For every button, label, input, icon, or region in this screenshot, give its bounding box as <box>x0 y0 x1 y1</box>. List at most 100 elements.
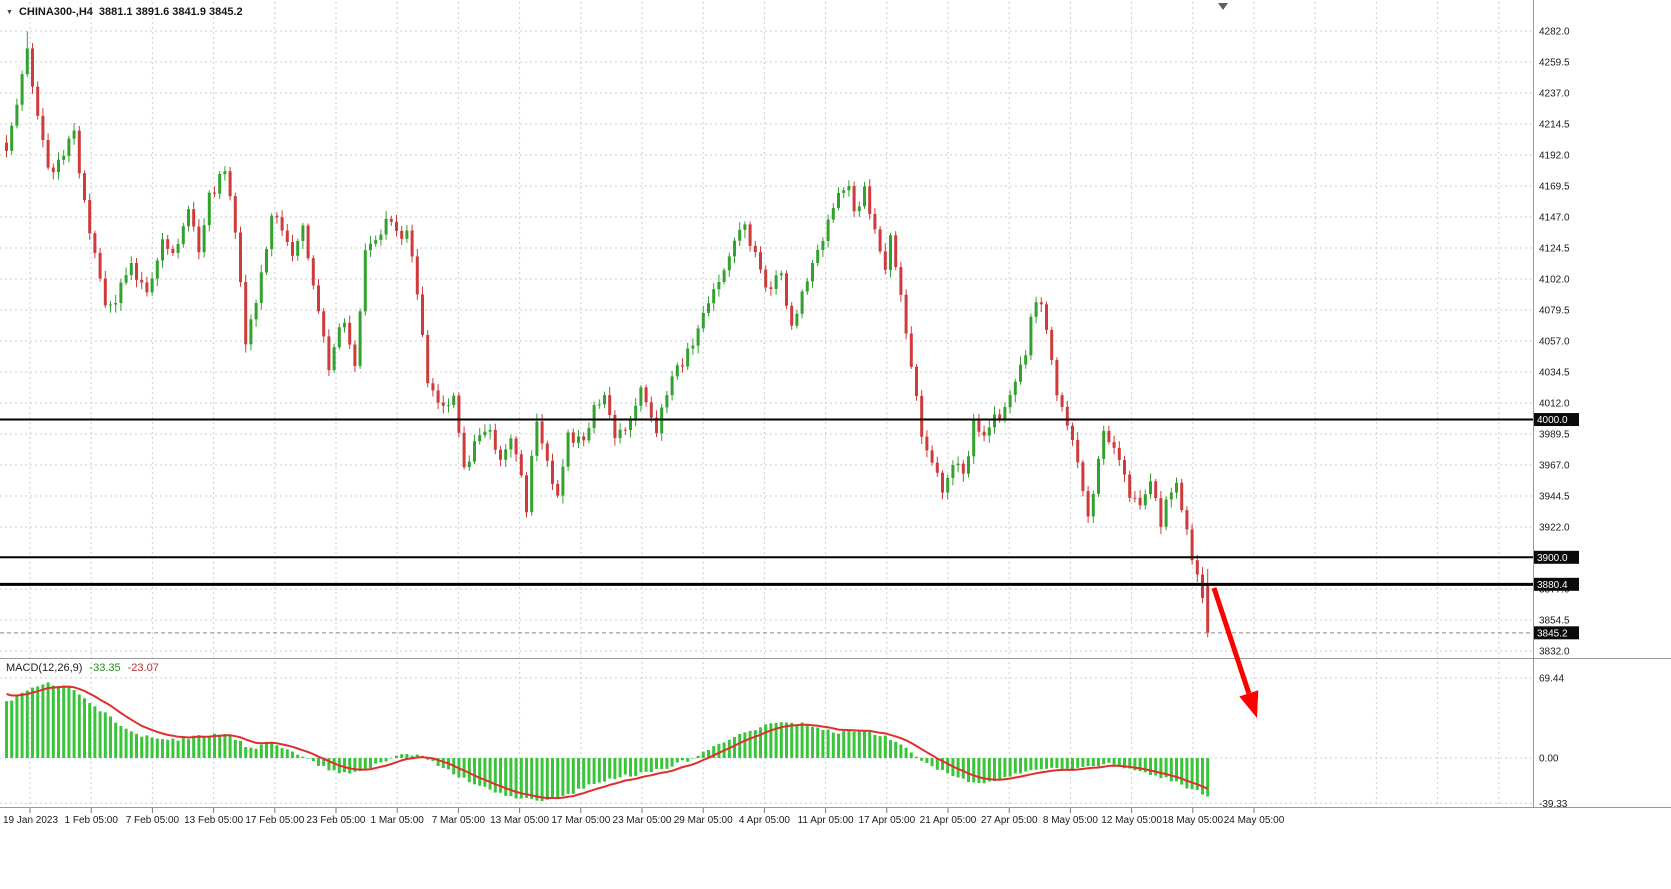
candle-body <box>374 239 378 244</box>
candle-body <box>868 186 872 215</box>
macd-bar <box>1154 758 1158 776</box>
macd-bar <box>1123 758 1126 769</box>
candle-body <box>514 438 518 455</box>
macd-bar <box>1128 758 1132 769</box>
candle-body <box>561 466 565 496</box>
macd-bar <box>244 747 248 758</box>
macd-bar <box>634 758 638 776</box>
macd-bar <box>1071 758 1074 771</box>
candle-body <box>608 395 612 415</box>
svg-text:4102.0: 4102.0 <box>1539 275 1570 286</box>
candle-body <box>759 252 762 270</box>
shift-triangle-icon[interactable] <box>1218 3 1228 10</box>
macd-bar <box>649 758 653 773</box>
candle-body <box>129 263 133 276</box>
macd-bar <box>395 755 398 758</box>
macd-bar <box>826 729 830 758</box>
svg-text:23 Feb 05:00: 23 Feb 05:00 <box>307 815 366 826</box>
macd-bar <box>213 733 216 758</box>
candle-body <box>1180 482 1184 511</box>
svg-text:19 Jan 2023: 19 Jan 2023 <box>3 815 58 826</box>
candle-body <box>899 266 903 295</box>
price-marker-box <box>1534 626 1579 640</box>
candle-body <box>831 207 835 220</box>
macd-bar <box>1190 758 1194 790</box>
macd-bar <box>467 758 471 783</box>
candle-body <box>1050 329 1054 361</box>
candle-body <box>202 225 206 253</box>
macd-bar <box>795 724 799 758</box>
macd-bar <box>753 730 757 758</box>
arrow-shaft[interactable] <box>1211 587 1252 695</box>
macd-bar <box>280 748 284 758</box>
macd-bar <box>192 735 196 758</box>
candle-body <box>124 275 128 283</box>
macd-bar <box>473 758 476 785</box>
candle-body <box>384 218 388 235</box>
macd-signal-value: -23.07 <box>127 662 159 674</box>
macd-bar <box>1143 758 1147 773</box>
candle-body <box>941 472 944 493</box>
macd-bar <box>712 746 716 758</box>
candle-body <box>301 225 305 241</box>
candle-body <box>649 402 653 418</box>
macd-bar <box>249 747 253 758</box>
svg-text:24 May 05:00: 24 May 05:00 <box>1224 815 1285 826</box>
horizontal-level-lines[interactable] <box>0 418 1533 634</box>
macd-bar <box>717 743 721 758</box>
candle-body <box>873 214 877 230</box>
svg-text:1 Feb 05:00: 1 Feb 05:00 <box>65 815 119 826</box>
macd-bar <box>629 758 632 777</box>
svg-text:69.44: 69.44 <box>1539 674 1564 685</box>
macd-bar <box>384 758 388 762</box>
candle-body <box>285 230 289 243</box>
macd-bar <box>5 701 8 758</box>
macd-bar <box>259 744 263 758</box>
candle-body <box>363 250 367 312</box>
chart-collapse-icon[interactable]: ▼ <box>6 8 13 16</box>
macd-bar <box>883 735 887 758</box>
candle-body <box>847 186 851 191</box>
macd-bar <box>150 737 154 758</box>
candle-body <box>270 215 274 250</box>
candle-body <box>1164 499 1168 527</box>
macd-bar <box>1086 758 1090 767</box>
candle-body <box>894 235 898 267</box>
macd-bar <box>1195 758 1199 791</box>
candle-body <box>530 455 534 513</box>
candle-body <box>31 48 34 87</box>
svg-text:27 Apr 05:00: 27 Apr 05:00 <box>981 815 1038 826</box>
macd-bar <box>1185 758 1189 789</box>
symbol-period-text: CHINA300-,H4 <box>18 6 93 18</box>
candle-body <box>1112 441 1116 448</box>
svg-text:1 Mar 05:00: 1 Mar 05:00 <box>371 815 425 826</box>
candle-body <box>1133 497 1137 499</box>
candle-body <box>639 387 643 406</box>
macd-bar <box>483 758 487 787</box>
macd-bar <box>889 740 892 758</box>
macd-bar <box>920 758 924 761</box>
macd-bar <box>1091 758 1095 767</box>
macd-bar <box>566 758 570 794</box>
candle-body <box>613 414 617 439</box>
candle-body <box>348 322 352 345</box>
macd-bar <box>972 758 976 783</box>
macd-bar <box>202 737 206 758</box>
candle-body <box>603 395 606 405</box>
candle-body <box>556 483 560 496</box>
trend-arrow-annotation[interactable] <box>1211 587 1259 718</box>
macd-bar <box>1045 758 1048 769</box>
svg-text:4012.0: 4012.0 <box>1539 399 1570 410</box>
candle-body <box>1024 355 1028 365</box>
macd-bar <box>1138 758 1142 772</box>
candle-body <box>119 282 123 303</box>
chart-shift-marker[interactable] <box>1218 3 1228 10</box>
macd-bar <box>36 686 40 758</box>
svg-text:3967.0: 3967.0 <box>1539 461 1570 472</box>
candle-body <box>473 441 476 462</box>
arrow-head[interactable] <box>1239 690 1259 718</box>
candle-body <box>192 209 196 227</box>
macd-bar <box>233 739 237 758</box>
macd-histogram <box>5 682 1210 802</box>
